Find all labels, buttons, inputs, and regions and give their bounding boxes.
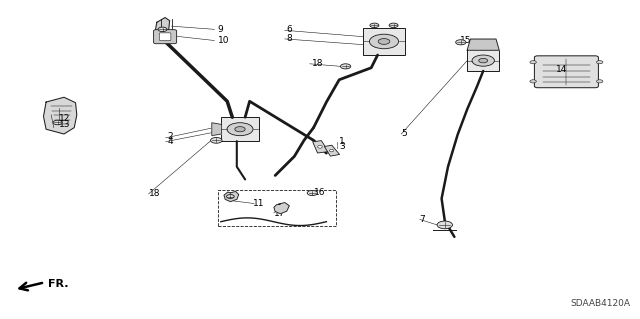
Ellipse shape <box>330 149 333 152</box>
Polygon shape <box>467 39 499 50</box>
Polygon shape <box>212 123 221 136</box>
Circle shape <box>235 127 245 132</box>
Circle shape <box>53 120 62 125</box>
Circle shape <box>211 137 222 143</box>
Text: 13: 13 <box>59 120 70 129</box>
Text: 12: 12 <box>59 114 70 123</box>
Polygon shape <box>274 203 289 214</box>
Text: 4: 4 <box>168 137 173 146</box>
Circle shape <box>596 80 603 83</box>
Polygon shape <box>324 145 340 156</box>
Circle shape <box>389 23 398 28</box>
Circle shape <box>479 58 488 63</box>
Polygon shape <box>155 18 170 37</box>
Circle shape <box>340 64 351 69</box>
FancyBboxPatch shape <box>534 56 598 88</box>
Text: 16: 16 <box>314 188 325 197</box>
Circle shape <box>158 27 167 32</box>
FancyBboxPatch shape <box>154 30 177 44</box>
FancyBboxPatch shape <box>467 50 499 71</box>
Text: 8: 8 <box>287 34 292 43</box>
Circle shape <box>596 61 603 64</box>
Text: 17: 17 <box>274 209 285 218</box>
Text: 10: 10 <box>218 36 229 45</box>
FancyBboxPatch shape <box>221 117 259 141</box>
FancyBboxPatch shape <box>364 28 405 55</box>
Circle shape <box>370 23 379 28</box>
Text: 11: 11 <box>253 199 264 208</box>
Circle shape <box>378 39 390 44</box>
Text: 5: 5 <box>401 129 407 138</box>
Text: 6: 6 <box>287 25 292 34</box>
Circle shape <box>530 80 536 83</box>
Text: FR.: FR. <box>48 279 68 289</box>
Circle shape <box>227 195 234 198</box>
FancyBboxPatch shape <box>159 33 171 41</box>
Text: 1: 1 <box>339 137 345 146</box>
Circle shape <box>227 123 253 136</box>
Polygon shape <box>224 191 239 202</box>
Text: 14: 14 <box>556 65 567 74</box>
Ellipse shape <box>317 145 323 148</box>
Circle shape <box>437 221 452 229</box>
Text: 9: 9 <box>218 25 223 34</box>
Circle shape <box>456 40 466 45</box>
Text: SDAAB4120A: SDAAB4120A <box>570 299 630 308</box>
Circle shape <box>530 61 536 64</box>
Text: 3: 3 <box>339 142 345 151</box>
Polygon shape <box>44 97 77 134</box>
Text: 18: 18 <box>148 189 160 198</box>
Text: 7: 7 <box>419 215 425 224</box>
Circle shape <box>307 190 317 196</box>
Text: 18: 18 <box>312 59 324 68</box>
Polygon shape <box>313 141 328 153</box>
Text: 2: 2 <box>168 132 173 141</box>
Circle shape <box>369 34 399 49</box>
Text: 15: 15 <box>460 36 471 45</box>
Circle shape <box>472 55 494 66</box>
